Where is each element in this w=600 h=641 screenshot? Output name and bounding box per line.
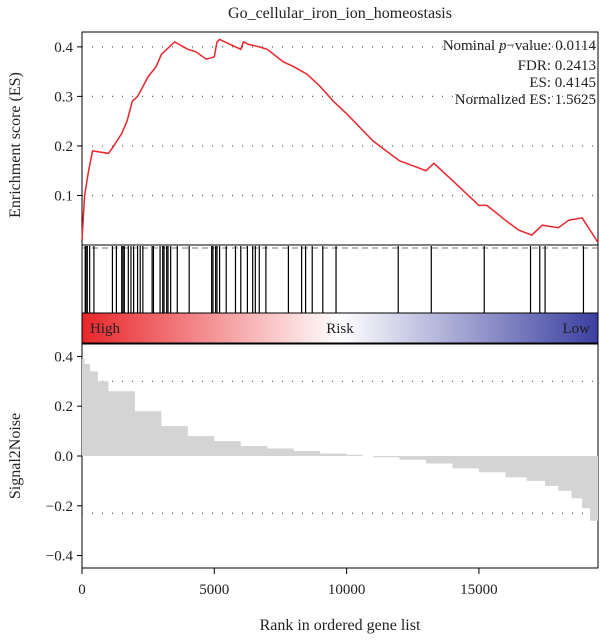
risk-gradient-band (81, 312, 599, 344)
x-tick-label: 15000 (460, 582, 498, 598)
stat-nes: Normalized ES: 1.5625 (455, 92, 596, 108)
signal-grid (82, 380, 598, 514)
enrichment-score-curve (81, 38, 599, 243)
x-tick-label: 10000 (328, 582, 366, 598)
signal-y-ticks: 0.4 0.2 0.0 −0.2 −0.4 (46, 349, 82, 565)
top-panel-frame (81, 31, 599, 345)
signal-y-tick-label: −0.4 (46, 549, 74, 565)
stat-nominal-pvalue: Nominal p−value: 0.0114 (443, 38, 597, 54)
x-tick-label: 0 (78, 582, 86, 598)
es-y-tick-label: 0.2 (54, 139, 73, 155)
band-label-high: High (90, 321, 121, 337)
signal-axis-title: Signal2Noise (7, 413, 24, 499)
stats-block: Nominal p−value: 0.0114 FDR: 0.2413 ES: … (443, 38, 597, 108)
es-grid (82, 46, 598, 197)
stat-es: ES: 0.4145 (529, 75, 596, 91)
stat-fdr: FDR: 0.2413 (518, 58, 596, 74)
gene-hit-markers (84, 246, 585, 313)
x-axis-ticks: 0 5000 10000 15000 (78, 568, 498, 598)
band-label-middle: Risk (326, 321, 354, 337)
chart-title: Go_cellular_iron_ion_homeostasis (228, 5, 452, 22)
band-label-right: Low (563, 321, 591, 337)
signal-y-tick-label: −0.2 (46, 499, 73, 515)
signal2noise-area (82, 358, 598, 539)
signal-y-tick-label: 0.4 (54, 349, 73, 365)
es-y-tick-label: 0.4 (54, 40, 73, 56)
es-y-ticks: 0.1 0.2 0.3 0.4 (54, 40, 82, 204)
x-axis-title: Rank in ordered gene list (260, 617, 421, 634)
es-axis-title: Enrichment score (ES) (7, 72, 24, 218)
x-tick-label: 5000 (199, 582, 229, 598)
signal-y-tick-label: 0.2 (54, 399, 73, 415)
signal-y-tick-label: 0.0 (54, 449, 73, 465)
es-y-tick-label: 0.3 (54, 89, 73, 105)
es-y-tick-label: 0.1 (54, 188, 73, 204)
